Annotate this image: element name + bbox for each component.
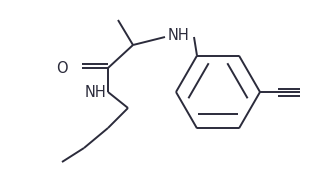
Text: NH: NH (84, 84, 106, 100)
Text: O: O (56, 60, 68, 75)
Text: NH: NH (168, 28, 190, 42)
